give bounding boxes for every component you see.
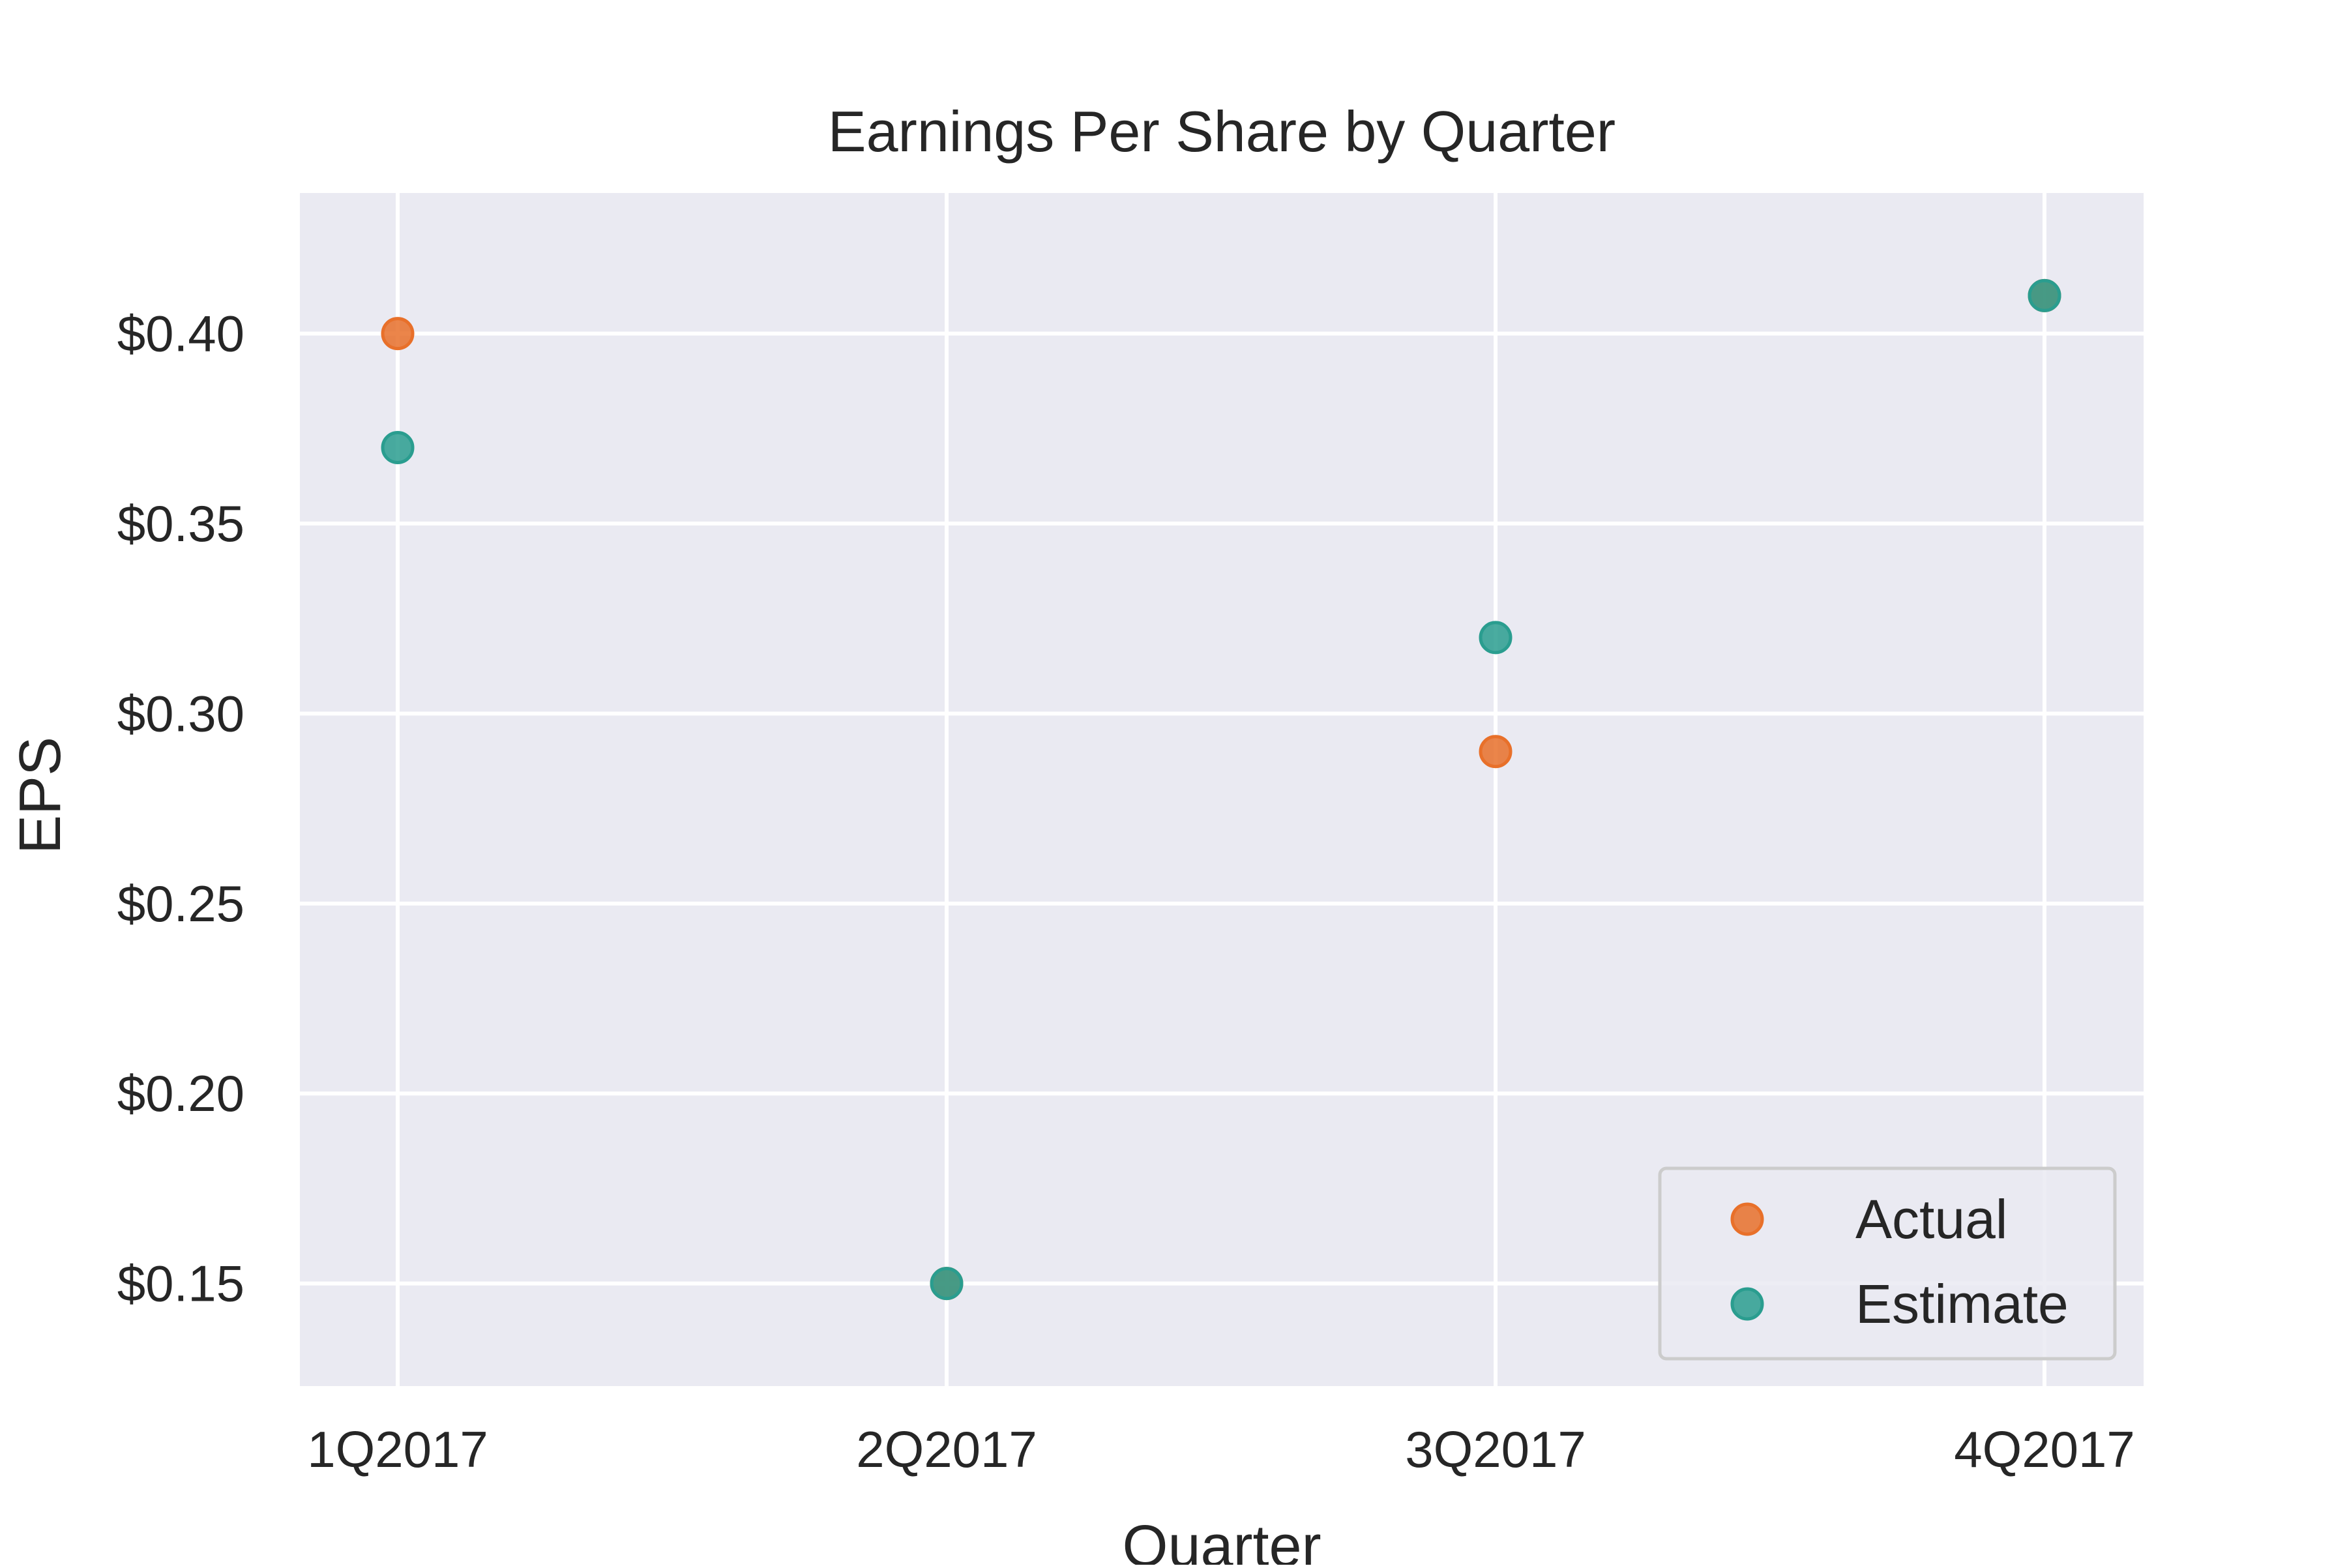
chart-title: Earnings Per Share by Quarter — [828, 99, 1616, 164]
y-tick-label: $0.15 — [117, 1255, 244, 1312]
y-tick-label: $0.20 — [117, 1065, 244, 1122]
legend: Actual Estimate — [1658, 1166, 2117, 1361]
y-tick-label: $0.30 — [117, 685, 244, 742]
x-tick-label: 4Q2017 — [1954, 1421, 2135, 1478]
point-estimate-2q2017 — [930, 1267, 964, 1301]
point-estimate-3q2017 — [1479, 621, 1513, 655]
x-tick-label: 2Q2017 — [856, 1421, 1037, 1478]
legend-marker-actual — [1730, 1202, 1764, 1236]
x-axis-label: Quarter — [1122, 1514, 1321, 1565]
legend-label-estimate: Estimate — [1855, 1273, 2069, 1335]
point-estimate-4q2017 — [2028, 278, 2061, 312]
legend-frame — [1658, 1166, 2117, 1361]
legend-label-actual: Actual — [1855, 1189, 2007, 1250]
legend-marker-estimate — [1730, 1287, 1764, 1321]
x-axis-ticks: 1Q2017 2Q2017 3Q2017 4Q2017 — [307, 1421, 2135, 1478]
data-points — [381, 278, 2061, 1301]
x-tick-label: 1Q2017 — [307, 1421, 488, 1478]
y-axis-ticks: $0.15 $0.20 $0.25 $0.30 $0.35 $0.40 — [117, 305, 244, 1312]
y-tick-label: $0.35 — [117, 495, 244, 552]
x-tick-label: 3Q2017 — [1405, 1421, 1586, 1478]
point-actual-1q2017 — [381, 317, 415, 351]
point-actual-3q2017 — [1479, 735, 1513, 769]
point-estimate-1q2017 — [381, 430, 415, 464]
y-tick-label: $0.40 — [117, 305, 244, 362]
y-axis-label: EPS — [8, 737, 73, 854]
y-tick-label: $0.25 — [117, 875, 244, 932]
